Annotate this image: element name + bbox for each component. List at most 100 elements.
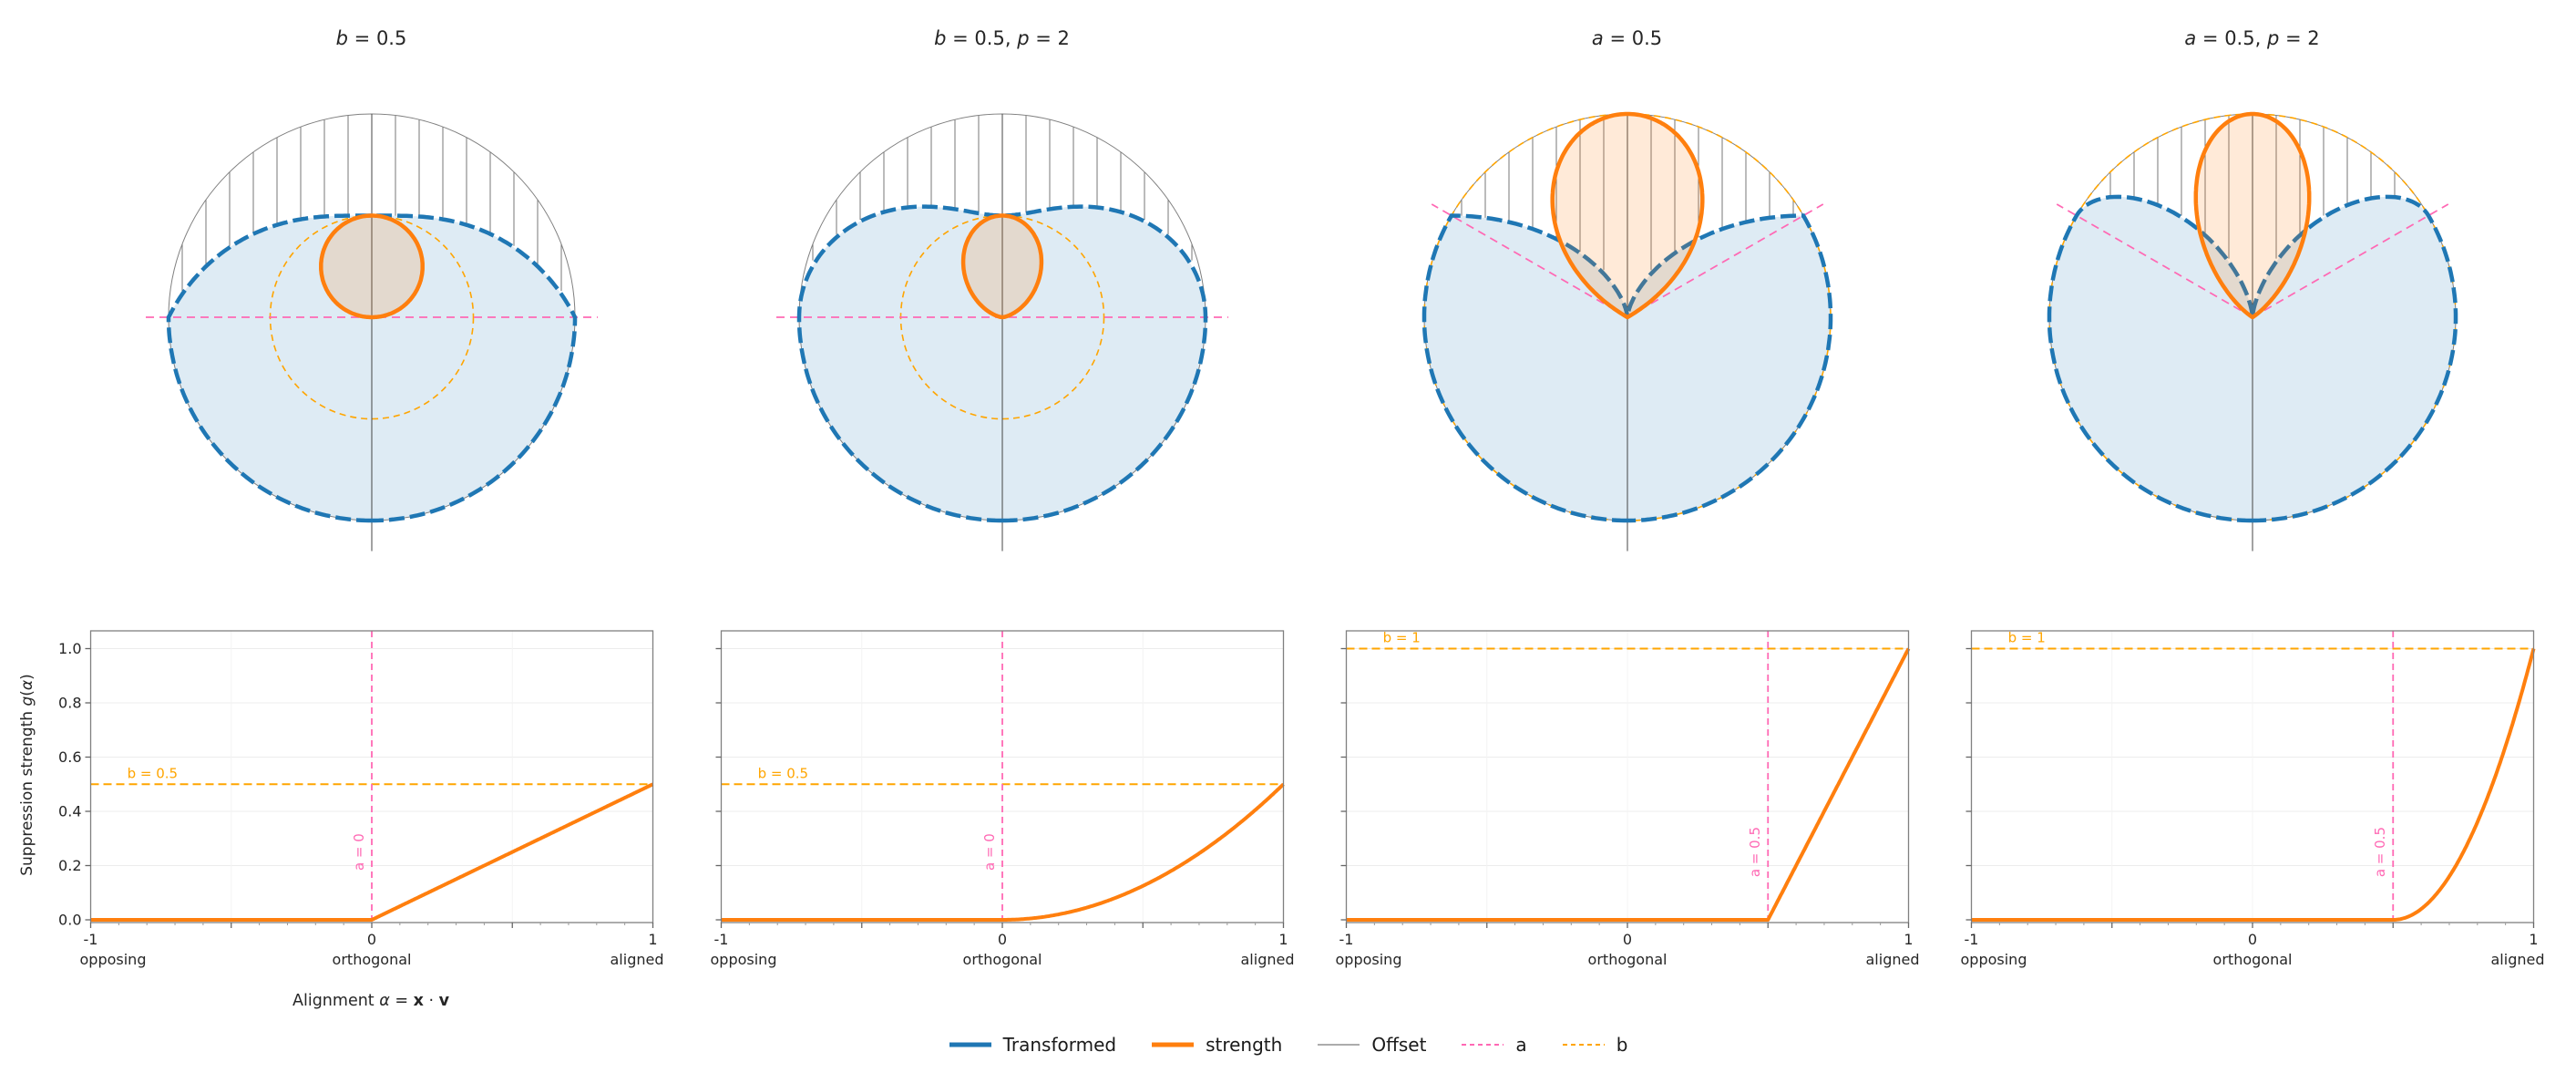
a-threshold-line	[1627, 203, 1823, 318]
strength-panel-3: b = 1 a = 0.5 -1 opposing 0 orthogonal 1 aligne…	[1335, 630, 1919, 969]
strength-curve	[720, 782, 1285, 922]
legend-label: Offset	[1371, 1034, 1427, 1056]
a-value-label: a = 0	[350, 833, 366, 871]
legend-label: strength	[1206, 1034, 1283, 1056]
label-segment: b	[934, 27, 947, 49]
legend-sample-line-icon	[1462, 1044, 1504, 1046]
label-segment: = 0.5	[1603, 27, 1663, 49]
label-segment: Suppression strength	[18, 706, 36, 876]
b-value-label: b = 0.5	[127, 765, 177, 781]
y-tick-label: 0.2	[58, 857, 81, 874]
x-axis-word-label: aligned	[1240, 951, 1294, 968]
y-tick-label: 0.0	[58, 912, 81, 929]
label-segment: α	[18, 679, 36, 691]
label-segment: Alignment	[292, 992, 380, 1010]
legend-item: Transformed	[949, 1034, 1116, 1056]
b-value-label: b = 1	[2007, 630, 2045, 646]
label-segment: = 2	[1029, 27, 1070, 49]
strength-curve	[1970, 648, 2535, 922]
a-threshold-line	[2056, 203, 2253, 318]
label-segment: p	[1017, 27, 1030, 49]
y-tick-label: 0.4	[58, 803, 81, 820]
label-segment: = 0.5,	[946, 27, 1018, 49]
x-axis-word-label: opposing	[1335, 951, 1401, 968]
legend: Transformed strength Offset a b	[0, 1034, 2576, 1056]
a-threshold-line	[1431, 203, 1627, 318]
x-axis-word-label: orthogonal	[1587, 951, 1667, 968]
label-segment: =	[389, 992, 414, 1010]
strength-panel-4: b = 1 a = 0.5 -1 opposing 0 orthogonal 1 aligne…	[1960, 630, 2544, 969]
x-axis-word-label: opposing	[1960, 951, 2027, 968]
label-segment: v	[438, 992, 449, 1010]
x-axis-word-label: aligned	[610, 951, 663, 968]
x-tick-label: 1	[648, 931, 657, 948]
strength-panel-2: b = 0.5 a = 0 -1 opposing 0 orthogonal 1 aligne…	[710, 630, 1294, 968]
label-segment: b	[335, 27, 348, 49]
x-axis-word-label: orthogonal	[332, 951, 411, 968]
transformed-boundary	[796, 204, 1207, 523]
strength-lobe-outline	[2193, 111, 2311, 320]
polar-panel-3	[1421, 111, 1832, 552]
legend-item: Offset	[1317, 1034, 1426, 1056]
b-value-label: b = 1	[1382, 630, 1420, 646]
y-axis-label: Suppression strength g(α)	[18, 638, 36, 912]
legend-sample-line-icon	[1562, 1044, 1605, 1046]
x-axis-word-label: opposing	[79, 951, 146, 968]
strength-curve	[89, 782, 653, 922]
x-axis-label: Alignment α = x · v	[189, 992, 553, 1010]
polar-panel-2	[775, 113, 1228, 552]
x-tick-label: -1	[1339, 931, 1353, 948]
x-tick-label: 0	[997, 931, 1006, 948]
label-segment: ·	[423, 992, 439, 1010]
transformed-boundary	[166, 213, 577, 523]
x-axis-word-label: aligned	[2490, 951, 2544, 968]
y-tick-label: 0.6	[58, 748, 81, 766]
label-segment: a	[2184, 27, 2197, 49]
panel-title-1: b = 0.5	[53, 27, 691, 49]
strength-lobe-fill	[962, 215, 1042, 317]
label-segment: )	[18, 674, 36, 680]
strength-curve	[1345, 647, 1910, 922]
legend-sample-line-icon	[949, 1042, 991, 1047]
strength-lobe-fill	[2195, 114, 2309, 317]
a-threshold-line	[2252, 203, 2448, 318]
x-tick-label: -1	[83, 931, 97, 948]
label-segment: = 0.5,	[2196, 27, 2267, 49]
panel-title-2: b = 0.5, p = 2	[683, 27, 1321, 49]
legend-item: a	[1461, 1034, 1527, 1056]
label-segment: = 0.5	[348, 27, 407, 49]
strength-lobe-fill	[320, 215, 423, 317]
legend-label: Transformed	[1002, 1034, 1117, 1056]
polar-panel-1	[145, 113, 598, 552]
label-segment: g	[18, 696, 36, 707]
x-axis-word-label: orthogonal	[2212, 951, 2292, 968]
strength-lobe-outline	[960, 213, 1043, 320]
x-axis-word-label: orthogonal	[962, 951, 1042, 968]
x-tick-label: -1	[1964, 931, 1978, 948]
b-value-label: b = 0.5	[757, 765, 807, 781]
x-axis-word-label: aligned	[1865, 951, 1919, 968]
legend-sample-line-icon	[1318, 1044, 1360, 1046]
a-value-label: a = 0	[980, 833, 997, 871]
strength-lobe-outline	[318, 213, 425, 320]
x-tick-label: 1	[1904, 931, 1913, 948]
label-segment: (	[18, 690, 36, 696]
polar-panel-4	[2047, 111, 2458, 552]
y-tick-label: 0.8	[58, 695, 81, 712]
label-segment: p	[2266, 27, 2280, 49]
legend-label: b	[1616, 1034, 1628, 1056]
legend-sample-line-icon	[1152, 1042, 1195, 1047]
x-tick-label: -1	[713, 931, 728, 948]
a-value-label: a = 0.5	[2372, 827, 2388, 877]
strength-lobe-outline	[1549, 111, 1705, 320]
panel-title-3: a = 0.5	[1309, 27, 1946, 49]
x-axis-word-label: opposing	[710, 951, 776, 968]
legend-item: strength	[1151, 1034, 1282, 1056]
x-tick-label: 1	[1278, 931, 1288, 948]
label-segment: a	[1591, 27, 1604, 49]
panel-title-4: a = 0.5, p = 2	[1934, 27, 2571, 49]
a-value-label: a = 0.5	[1747, 827, 1763, 877]
x-tick-label: 0	[2247, 931, 2256, 948]
y-tick-label: 1.0	[58, 640, 81, 657]
